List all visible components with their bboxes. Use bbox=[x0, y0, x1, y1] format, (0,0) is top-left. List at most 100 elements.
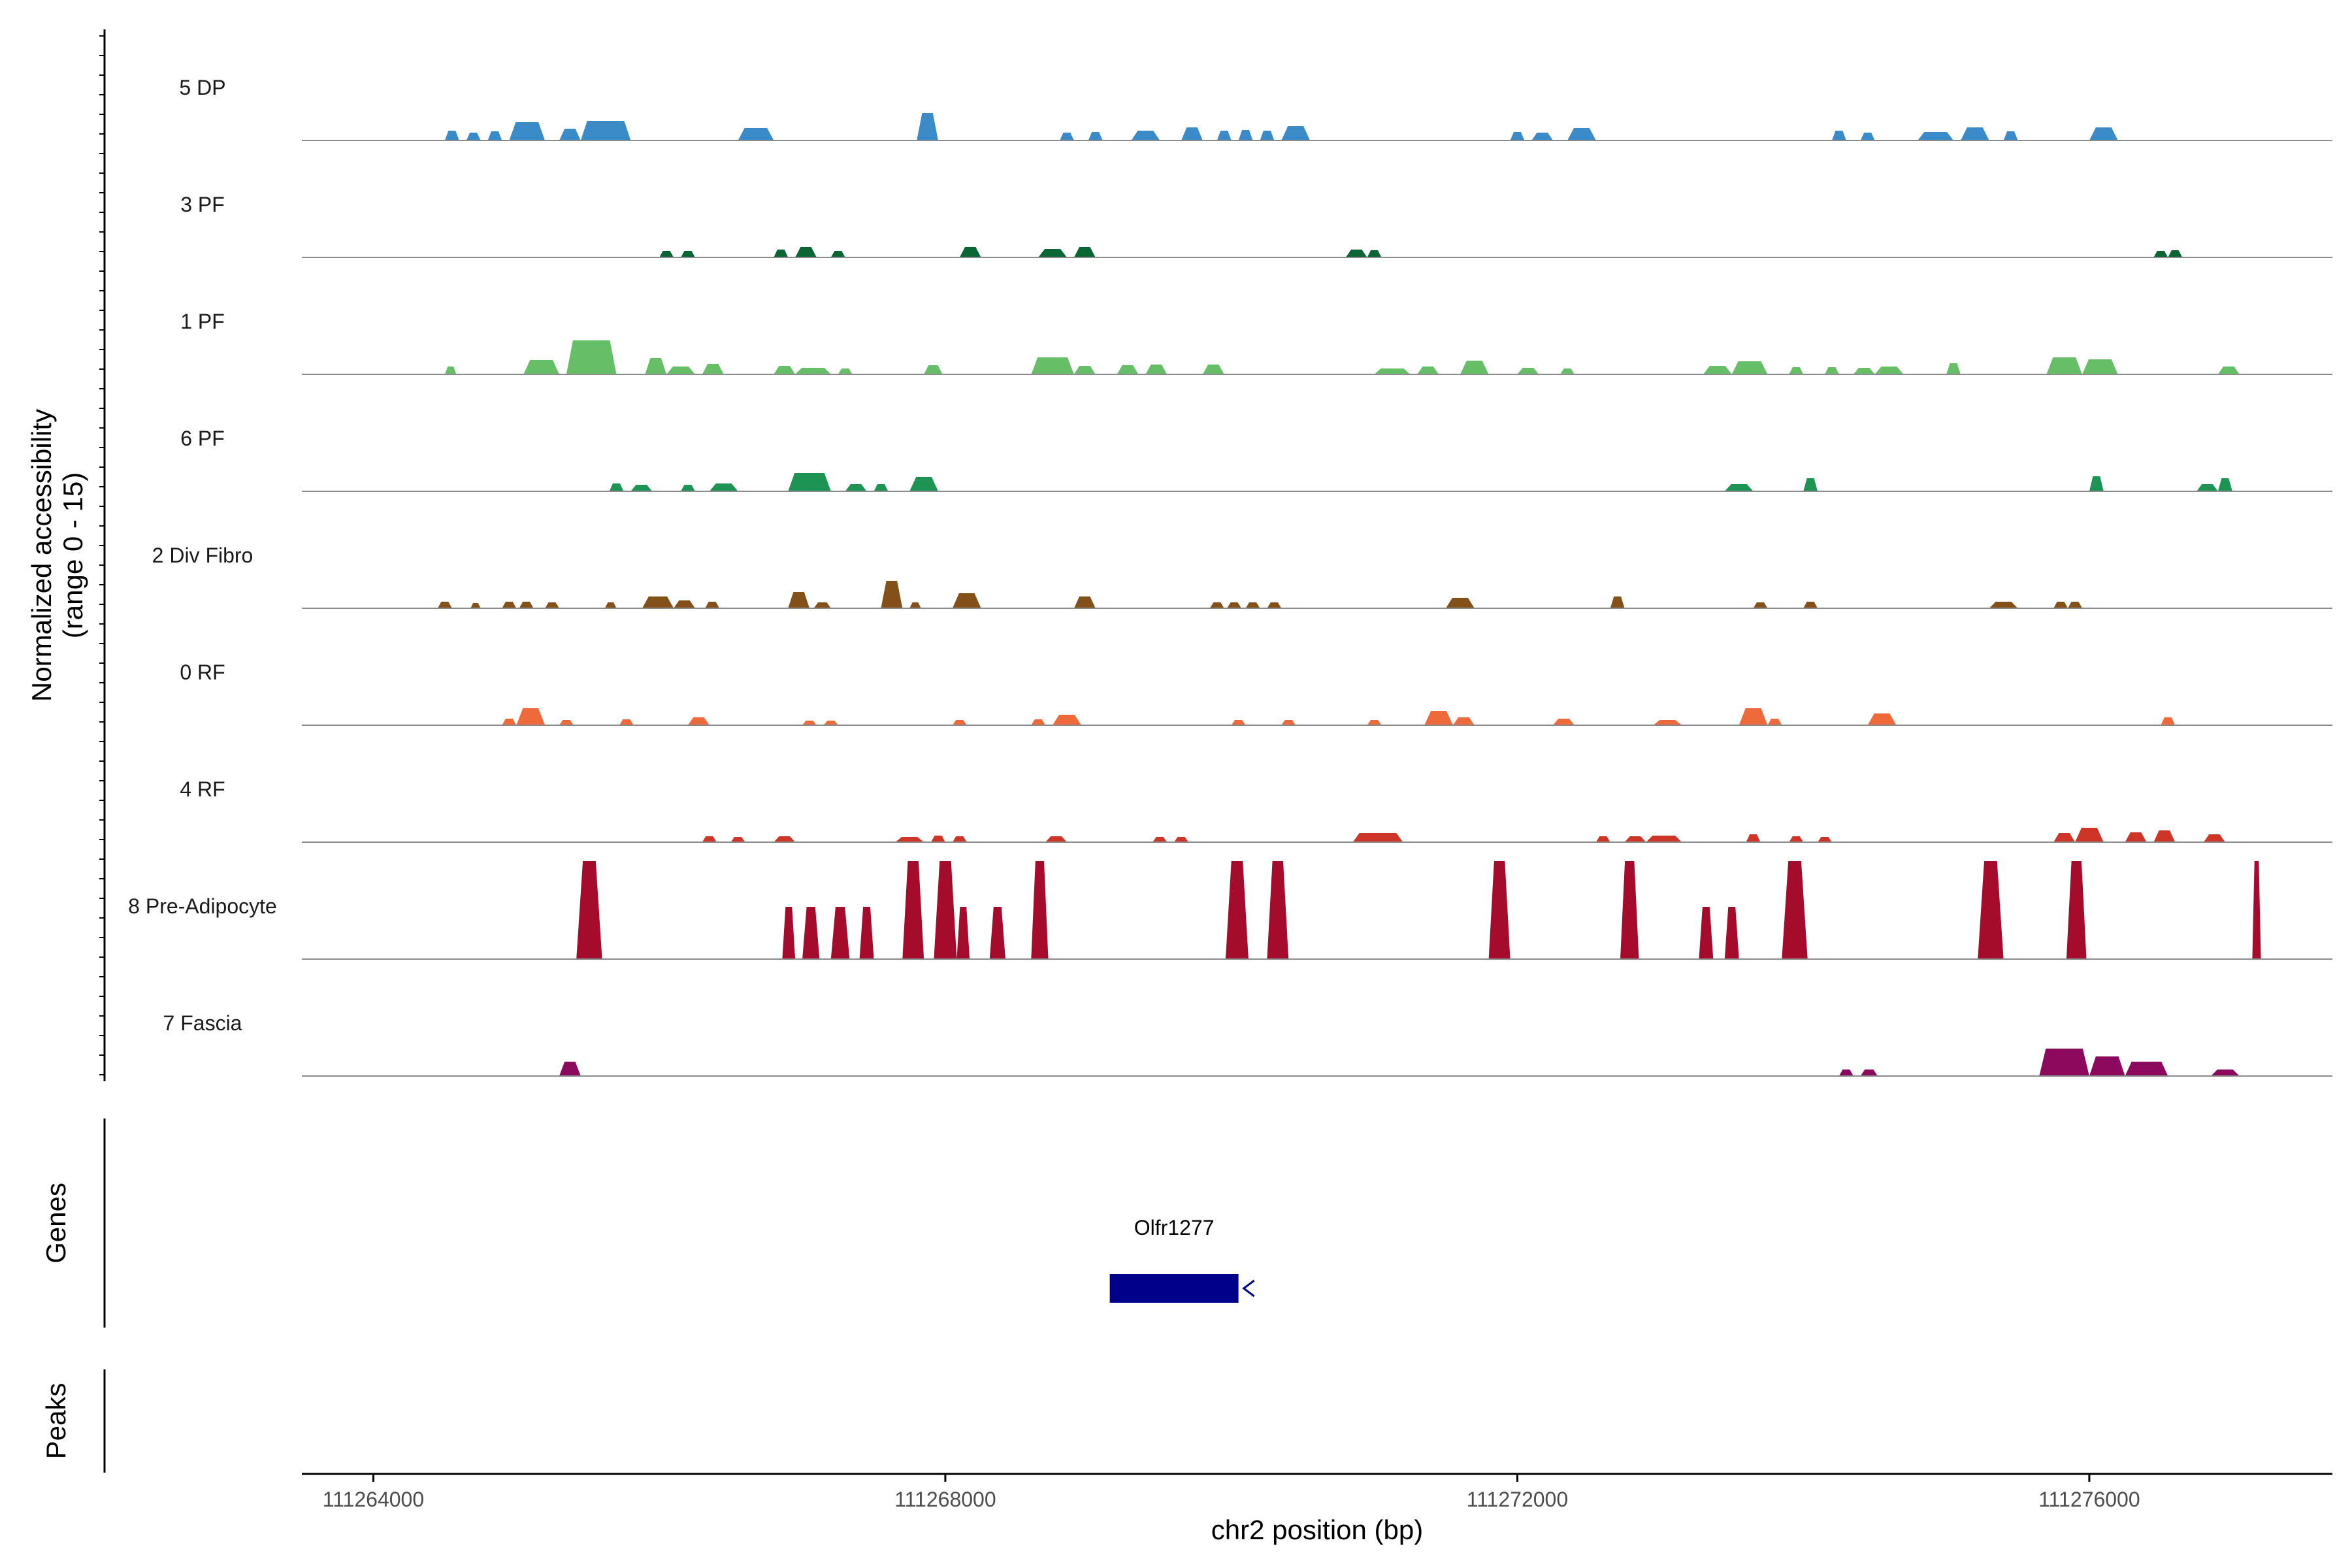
coverage-peak bbox=[705, 602, 720, 608]
genes-panel: Genes Olfr1277 bbox=[41, 1119, 1255, 1328]
track-6: 4 RF bbox=[180, 777, 2332, 843]
coverage-peak bbox=[1746, 834, 1761, 842]
coverage-tracks: 5 DP 3 PF 1 PF 6 PF 2 Div Fibro 0 RF 4 RF 8 Pre… bbox=[128, 76, 2332, 1077]
gene-label: Olfr1277 bbox=[1134, 1216, 1215, 1239]
coverage-peak bbox=[952, 720, 967, 725]
coverage-peak bbox=[1724, 907, 1739, 959]
track-1: 3 PF bbox=[180, 193, 2332, 258]
coverage-peak bbox=[1424, 711, 1453, 725]
coverage-peak bbox=[2204, 834, 2225, 842]
coverage-peak bbox=[2075, 828, 2104, 842]
coverage-peak bbox=[813, 602, 831, 608]
coverage-peak bbox=[1946, 363, 1961, 374]
coverage-peak bbox=[1225, 861, 1249, 959]
coverage-peak bbox=[509, 122, 546, 140]
coverage-peak bbox=[1739, 708, 1768, 725]
coverage-peak bbox=[2125, 1062, 2168, 1076]
coverage-peak bbox=[1117, 365, 1139, 374]
track-label: 1 PF bbox=[180, 310, 225, 333]
coverage-peak bbox=[1610, 596, 1625, 608]
coverage-peak bbox=[545, 602, 559, 608]
peaks-panel: Peaks bbox=[41, 1369, 106, 1473]
coverage-peak bbox=[823, 721, 838, 725]
coverage-peak bbox=[2217, 478, 2232, 491]
coverage-peak bbox=[2089, 1056, 2125, 1076]
track-label: 2 Div Fibro bbox=[152, 544, 253, 567]
coverage-peak bbox=[1867, 713, 1897, 725]
coverage-peak bbox=[609, 483, 624, 491]
coverage-peak bbox=[952, 593, 981, 608]
coverage-peak bbox=[619, 719, 634, 725]
coverage-peak bbox=[659, 251, 674, 257]
coverage-peak bbox=[666, 367, 695, 374]
coverage-peak bbox=[2197, 484, 2218, 491]
coverage-peak bbox=[1620, 861, 1639, 959]
coverage-peak bbox=[1217, 131, 1232, 140]
track-label: 3 PF bbox=[180, 193, 225, 216]
coverage-peak bbox=[1060, 133, 1074, 140]
track-3: 6 PF bbox=[180, 427, 2332, 492]
coverage-peak bbox=[1073, 247, 1096, 257]
coverage-peak bbox=[1517, 368, 1539, 374]
y-axis-title-line2: (range 0 - 15) bbox=[57, 472, 88, 638]
coverage-peak bbox=[645, 358, 667, 374]
x-tick-label: 111272000 bbox=[1467, 1488, 1568, 1511]
coverage-peak bbox=[1510, 132, 1525, 140]
x-tick-label: 111268000 bbox=[894, 1488, 996, 1511]
coverage-peak bbox=[1853, 368, 1875, 374]
coverage-peak bbox=[1531, 133, 1554, 140]
coverage-peak bbox=[1789, 367, 1804, 374]
coverage-peak bbox=[902, 861, 924, 959]
coverage-peak bbox=[1874, 367, 1904, 374]
coverage-peak bbox=[709, 483, 738, 491]
coverage-peak bbox=[1145, 365, 1168, 374]
coverage-peak bbox=[1231, 720, 1246, 725]
coverage-peak bbox=[1978, 861, 2004, 959]
coverage-peak bbox=[470, 603, 481, 608]
coverage-peak bbox=[1260, 131, 1275, 140]
coverage-peak bbox=[845, 484, 867, 491]
coverage-peak bbox=[1818, 837, 1832, 842]
coverage-peak bbox=[1073, 366, 1096, 374]
coverage-peak bbox=[874, 484, 889, 491]
coverage-peak bbox=[1860, 1070, 1878, 1076]
coverage-peak bbox=[1560, 368, 1575, 374]
coverage-peak bbox=[1731, 361, 1768, 374]
coverage-peak bbox=[566, 340, 617, 374]
coverage-peak bbox=[1227, 602, 1241, 608]
coverage-peak bbox=[1367, 720, 1382, 725]
coverage-peak bbox=[1031, 357, 1074, 374]
coverage-peak bbox=[2046, 357, 2082, 374]
coverage-peak bbox=[559, 129, 581, 140]
coverage-peak bbox=[688, 717, 710, 725]
coverage-peak bbox=[774, 836, 796, 842]
coverage-peak bbox=[1131, 131, 1160, 140]
track-8: 7 Fascia bbox=[163, 1011, 2332, 1077]
peaks-panel-title: Peaks bbox=[41, 1383, 71, 1460]
coverage-peak bbox=[1989, 602, 2018, 608]
coverage-peak bbox=[502, 719, 517, 725]
coverage-peak bbox=[1281, 126, 1311, 140]
coverage-peak bbox=[580, 121, 631, 140]
coverage-peak bbox=[1782, 861, 1808, 959]
coverage-peak bbox=[576, 861, 602, 959]
coverage-peak bbox=[838, 368, 853, 374]
coverage-peak bbox=[1209, 602, 1224, 608]
coverage-peak bbox=[774, 250, 789, 257]
coverage-peak bbox=[1446, 598, 1475, 608]
coverage-peak bbox=[2082, 359, 2118, 374]
coverage-peak bbox=[1245, 602, 1260, 608]
track-7: 8 Pre-Adipocyte bbox=[128, 861, 2332, 960]
coverage-peak bbox=[909, 477, 938, 491]
coverage-peak bbox=[859, 907, 874, 959]
coverage-peak bbox=[924, 365, 943, 374]
track-label: 4 RF bbox=[180, 777, 225, 801]
coverage-peak bbox=[702, 836, 717, 842]
x-tick-label: 111264000 bbox=[323, 1488, 424, 1511]
track-label: 6 PF bbox=[180, 427, 225, 450]
track-label: 7 Fascia bbox=[163, 1011, 242, 1035]
coverage-peak bbox=[1860, 133, 1875, 140]
coverage-peak bbox=[1088, 132, 1103, 140]
coverage-peak bbox=[2125, 832, 2147, 842]
